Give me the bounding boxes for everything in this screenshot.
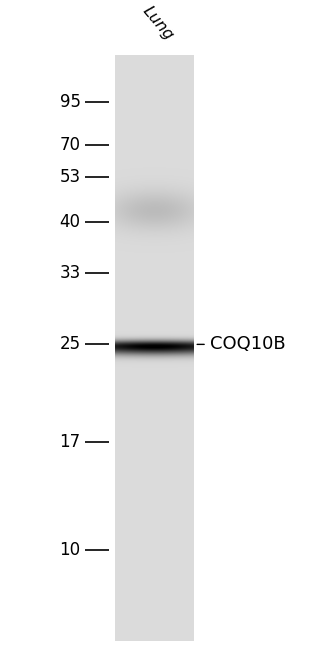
Text: COQ10B: COQ10B <box>210 336 286 354</box>
Bar <box>115 55 194 642</box>
Text: 25: 25 <box>59 336 81 354</box>
Text: 10: 10 <box>59 542 81 560</box>
Text: 53: 53 <box>59 168 81 186</box>
Text: 95: 95 <box>60 93 81 111</box>
Text: 40: 40 <box>60 213 81 231</box>
Text: Lung: Lung <box>140 3 176 43</box>
Text: 33: 33 <box>59 264 81 282</box>
Text: 17: 17 <box>59 433 81 451</box>
Text: 70: 70 <box>60 136 81 154</box>
